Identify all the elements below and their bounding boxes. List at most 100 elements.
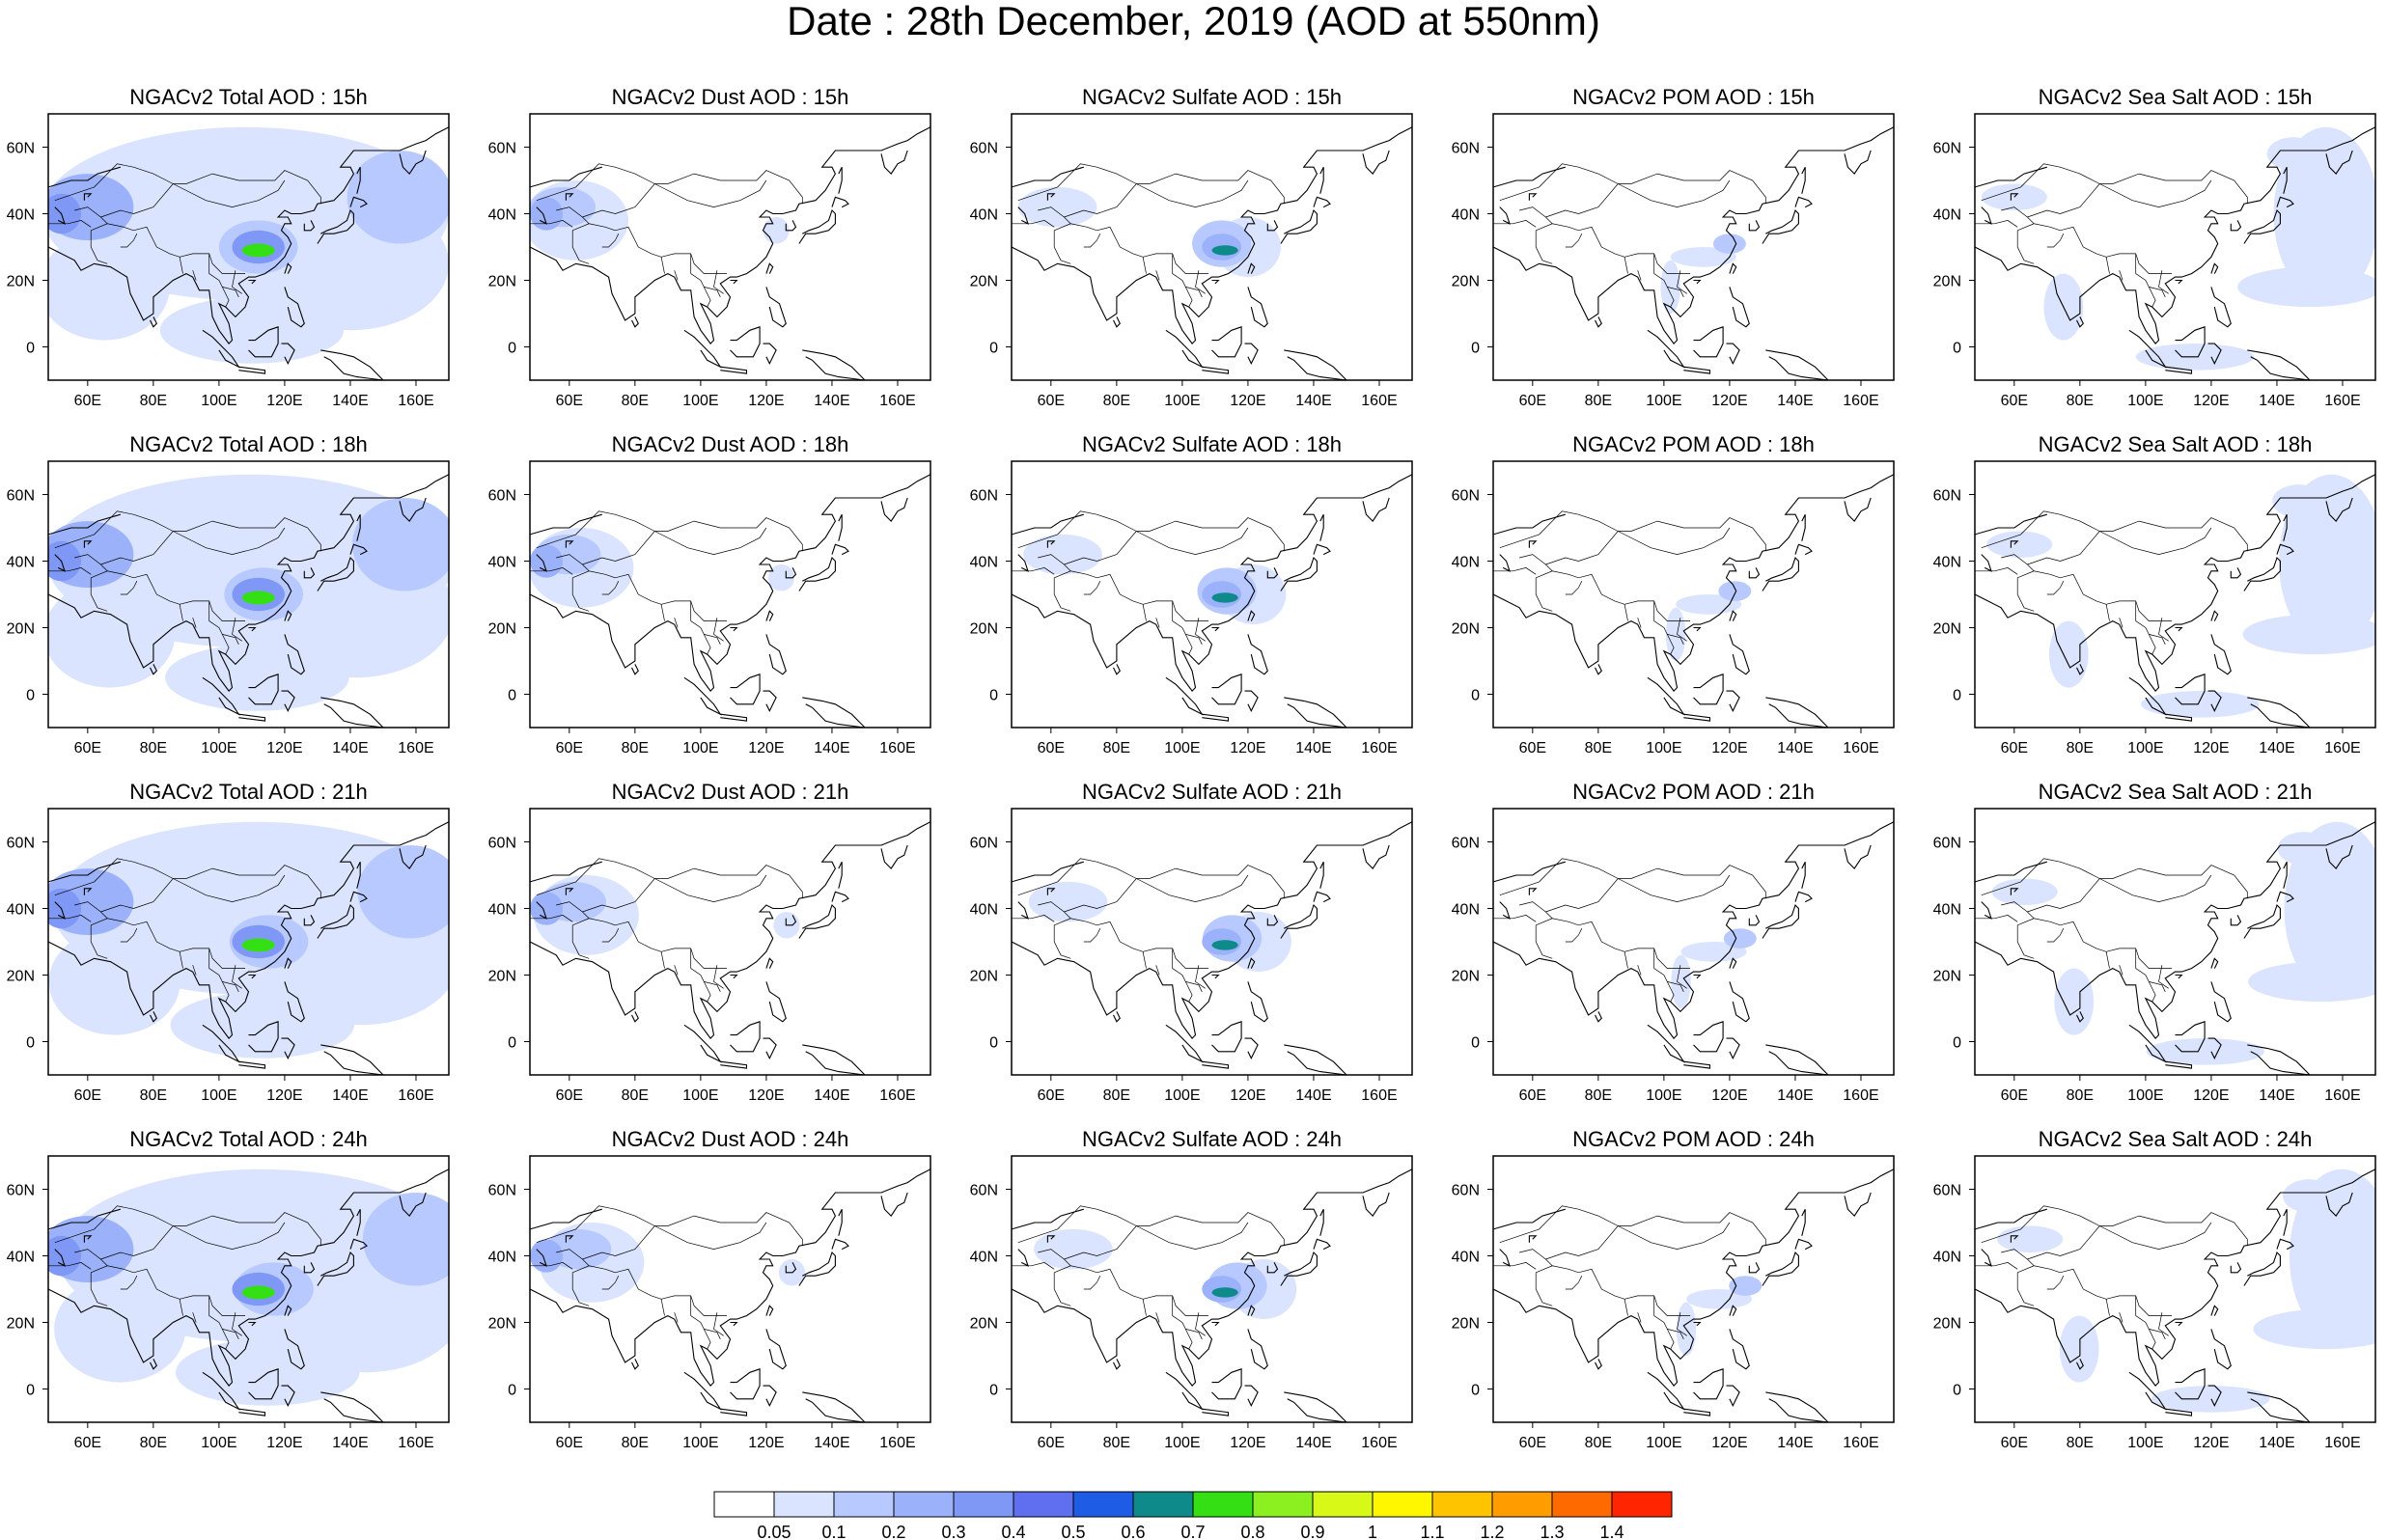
coastline xyxy=(1729,262,1737,274)
country-border xyxy=(1637,965,1642,976)
coastline xyxy=(880,497,908,522)
country-border xyxy=(133,170,321,214)
coastline xyxy=(2325,150,2353,175)
country-border xyxy=(1677,965,1687,989)
coastline xyxy=(1693,674,1724,705)
country-border xyxy=(74,206,108,225)
country-border xyxy=(2016,1272,2035,1306)
country-border xyxy=(1618,179,1731,207)
aod-map-total-18h: 60E 80E 100E 120E 140E 160E 60N 40N 20N 0 xyxy=(7,460,450,756)
y-tick-label: 0 xyxy=(26,1383,35,1399)
country-border xyxy=(660,604,665,621)
coastline xyxy=(530,126,930,344)
coastline xyxy=(1362,497,1390,522)
country-border xyxy=(1536,1265,1691,1316)
coastline xyxy=(802,1044,866,1075)
coastline xyxy=(83,888,93,895)
x-tick-label: 160E xyxy=(879,393,915,409)
aod-shading xyxy=(2273,126,2375,301)
coastline xyxy=(1113,1011,1121,1023)
country-border xyxy=(91,570,246,621)
coastline xyxy=(1493,166,1566,188)
y-tick-label: 0 xyxy=(1471,1383,1480,1399)
coastline xyxy=(1528,888,1538,895)
coastline xyxy=(1499,1249,1511,1267)
aod-shading xyxy=(2242,614,2375,655)
coastline xyxy=(1012,861,1084,883)
map-frame xyxy=(1011,113,1413,381)
coastline xyxy=(1729,957,1737,969)
y-tick-label: 20N xyxy=(1452,969,1480,985)
country-border xyxy=(192,270,197,281)
country-border xyxy=(1653,253,1675,308)
country-border xyxy=(582,904,616,913)
country-border xyxy=(173,527,286,555)
x-tick-label: 100E xyxy=(1164,1435,1200,1451)
coastline xyxy=(1748,1262,1761,1274)
aod-map-sulfate-18h: 60E 80E 100E 120E 140E 160E 60N 40N 20N 0 xyxy=(970,460,1413,756)
country-border xyxy=(1637,618,1642,628)
y-tick-label: 60N xyxy=(488,141,516,157)
x-tick-label: 160E xyxy=(398,1087,433,1104)
coastline xyxy=(1165,329,1204,369)
country-border xyxy=(120,234,138,248)
coastline xyxy=(565,888,574,895)
y-tick-label: 60N xyxy=(970,836,998,852)
country-border xyxy=(173,179,286,207)
country-border xyxy=(2046,1276,2065,1290)
country-border xyxy=(90,1272,108,1306)
coastline xyxy=(530,1208,602,1230)
country-border xyxy=(1038,1249,1071,1267)
coastline xyxy=(631,1359,639,1370)
coastline xyxy=(1729,1305,1737,1316)
coastline xyxy=(1765,1044,1829,1075)
country-border xyxy=(2016,230,2035,264)
coastline xyxy=(2175,1021,2206,1053)
coastline xyxy=(1499,206,1511,225)
y-tick-label: 40N xyxy=(7,1250,35,1266)
country-border xyxy=(173,874,286,902)
x-tick-label: 140E xyxy=(1777,740,1813,756)
x-tick-label: 120E xyxy=(266,393,302,409)
coastline xyxy=(2165,713,2193,722)
panel-title: NGACv2 Sea Salt AOD : 18h xyxy=(2038,432,2313,456)
coastline xyxy=(1981,206,1992,225)
aod-shading xyxy=(357,844,449,939)
coastline xyxy=(730,974,738,979)
coastline xyxy=(1762,903,1799,939)
country-border xyxy=(1012,1262,1055,1270)
country-border xyxy=(1038,901,1071,920)
y-tick-label: 40N xyxy=(1933,555,1961,571)
x-tick-label: 140E xyxy=(1295,393,1331,409)
y-tick-label: 20N xyxy=(7,1316,35,1333)
aod-shading xyxy=(530,544,564,578)
x-tick-label: 80E xyxy=(140,393,167,409)
country-border xyxy=(1064,1251,1097,1260)
coastline xyxy=(1012,126,1412,344)
country-border xyxy=(530,915,573,922)
x-tick-label: 160E xyxy=(1843,740,1878,756)
country-border xyxy=(1653,948,1675,1003)
country-border xyxy=(1083,1276,1101,1290)
coastline xyxy=(880,844,908,869)
country-border xyxy=(54,858,174,896)
x-tick-label: 120E xyxy=(2193,393,2229,409)
coastline xyxy=(2165,1060,2193,1069)
coastline xyxy=(2210,634,2232,675)
country-border xyxy=(2135,600,2156,655)
panel-title: NGACv2 Sea Salt AOD : 15h xyxy=(2038,85,2313,109)
coastline xyxy=(1801,513,1806,541)
x-tick-label: 140E xyxy=(814,1087,849,1104)
coastline xyxy=(1247,262,1256,274)
coastline xyxy=(281,343,295,366)
x-tick-label: 60E xyxy=(1038,740,1065,756)
coastline xyxy=(1844,150,1872,175)
aod-shading xyxy=(1028,881,1108,922)
coastline xyxy=(1693,974,1702,979)
x-tick-label: 80E xyxy=(2067,393,2094,409)
country-border xyxy=(536,510,655,549)
country-border xyxy=(1038,554,1071,572)
y-tick-label: 20N xyxy=(488,621,516,638)
country-border xyxy=(1185,634,1203,645)
coastline xyxy=(1693,1321,1702,1327)
